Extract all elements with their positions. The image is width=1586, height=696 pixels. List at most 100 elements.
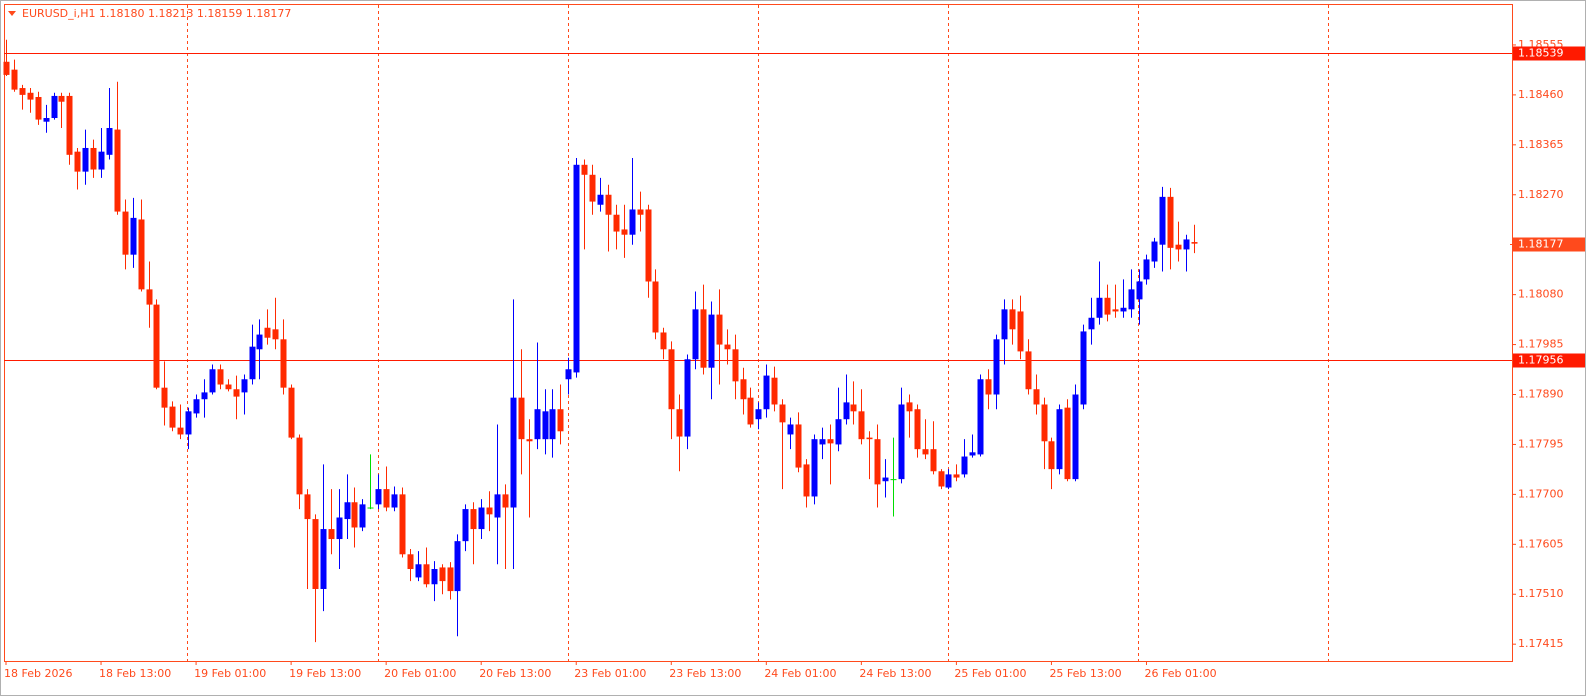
y-tick-label: 1.18080 — [1518, 288, 1564, 301]
price-label-box — [1513, 353, 1585, 368]
y-tick-label: 1.18460 — [1518, 88, 1564, 101]
x-tick-label: 23 Feb 01:00 — [574, 667, 646, 680]
candle-body — [589, 174, 596, 202]
candle-body — [312, 519, 319, 589]
candle-body — [668, 349, 675, 410]
candle-body — [1072, 394, 1079, 480]
candle-body — [391, 494, 398, 508]
x-tick-label: 23 Feb 13:00 — [669, 667, 741, 680]
bid-label-box — [1513, 237, 1585, 252]
x-tick-label: 18 Feb 2026 — [4, 667, 72, 680]
candle-body — [1025, 351, 1032, 390]
candle-body — [447, 567, 454, 592]
y-tick-label: 1.17700 — [1518, 487, 1564, 500]
x-tick-label: 26 Feb 01:00 — [1144, 667, 1216, 680]
candle-body — [977, 379, 984, 455]
candle-body — [835, 419, 842, 445]
candle-body — [629, 209, 636, 235]
candle-body — [494, 494, 501, 518]
candle-body — [11, 69, 18, 90]
candle-body — [19, 88, 26, 95]
x-tick-label: 25 Feb 13:00 — [1049, 667, 1121, 680]
candle-body — [740, 379, 747, 400]
candle-body — [106, 128, 113, 155]
x-tick-label: 24 Feb 01:00 — [764, 667, 836, 680]
candle-body — [130, 217, 137, 255]
candle-body — [27, 92, 34, 100]
candle-body — [454, 541, 461, 592]
price-label-box — [1513, 46, 1585, 61]
candle-body — [692, 309, 699, 360]
candle-body — [716, 314, 723, 345]
candle-body — [779, 404, 786, 423]
candle-body — [249, 346, 256, 380]
candle-body — [344, 502, 351, 520]
collapse-arrow[interactable] — [8, 11, 16, 16]
candle-body — [898, 404, 905, 480]
y-tick-label: 1.18365 — [1518, 138, 1564, 151]
candle-body — [534, 409, 541, 440]
candle-body — [549, 409, 556, 440]
candle-body — [1064, 407, 1071, 480]
y-tick-label: 1.17415 — [1518, 637, 1564, 650]
candle-body — [431, 569, 438, 585]
candle-body — [351, 502, 358, 528]
candle-body — [470, 509, 477, 530]
candle-body — [945, 474, 952, 488]
candle-body — [423, 564, 430, 585]
candle-body — [320, 529, 327, 589]
candle-body — [645, 209, 652, 282]
candle-body — [146, 289, 153, 305]
candle-body — [82, 147, 89, 172]
candle-body — [328, 529, 335, 540]
candle-body — [1112, 309, 1119, 312]
plot-frame — [4, 4, 1513, 662]
candle-body — [1009, 309, 1016, 330]
candle-body — [993, 339, 1000, 395]
candle-body — [1096, 297, 1103, 318]
candle-body — [1088, 317, 1095, 330]
candle-body — [3, 61, 10, 75]
candle-body — [605, 194, 612, 215]
x-tick-label: 24 Feb 13:00 — [859, 667, 931, 680]
candle-body — [296, 437, 303, 495]
candle-body — [732, 349, 739, 382]
candle-body — [843, 402, 850, 420]
candle-body — [621, 229, 628, 235]
candle-body — [35, 96, 42, 120]
x-tick-label: 19 Feb 01:00 — [194, 667, 266, 680]
candle-body — [850, 404, 857, 412]
candle-body — [637, 209, 644, 215]
candle-body — [399, 494, 406, 555]
candle-body — [1175, 244, 1182, 250]
candle-body — [827, 439, 834, 444]
candle-body — [542, 411, 549, 440]
price-label: 1.17956 — [1518, 354, 1564, 367]
candle-body — [1056, 409, 1063, 470]
candle-body — [1017, 311, 1024, 352]
candle-body — [724, 344, 731, 350]
candle-body — [518, 397, 525, 440]
candle-body — [241, 379, 248, 393]
candle-body — [478, 507, 485, 530]
y-tick-label: 1.17890 — [1518, 388, 1564, 401]
candle-body — [209, 369, 216, 393]
candle-body — [439, 567, 446, 582]
candle-body — [90, 147, 97, 170]
chart-title: EURUSD_i,H1 1.18180 1.18213 1.18159 1.18… — [22, 7, 291, 20]
candle-body — [122, 211, 129, 255]
candle-body — [375, 489, 382, 505]
candle-body — [1128, 289, 1135, 310]
candle-body — [557, 409, 564, 432]
candle-body — [1080, 331, 1087, 405]
candle-body — [1136, 281, 1143, 300]
candle-body — [874, 439, 881, 485]
candle-body — [787, 424, 794, 435]
candle-body — [914, 409, 921, 450]
x-tick-label: 20 Feb 01:00 — [384, 667, 456, 680]
candle-body — [201, 392, 208, 400]
price-label: 1.18539 — [1518, 47, 1564, 60]
candle-body — [367, 507, 374, 509]
candle-body — [597, 194, 604, 205]
